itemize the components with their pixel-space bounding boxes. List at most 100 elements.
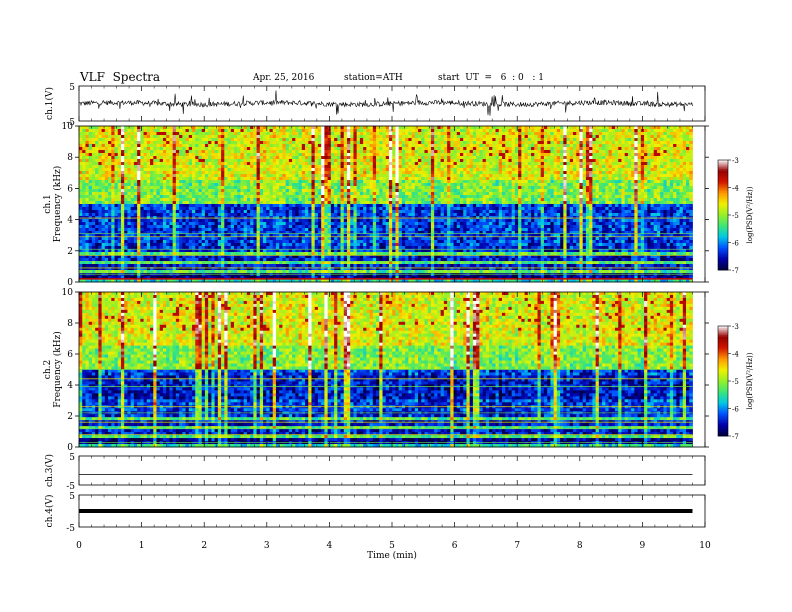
- spectrogram-cell: [430, 156, 435, 160]
- spectrogram-cell: [346, 150, 351, 154]
- spectrogram-cell: [430, 126, 435, 130]
- spectrogram-cell: [686, 189, 690, 193]
- spectrogram-cell: [88, 138, 93, 142]
- spectrogram-cell: [682, 192, 687, 196]
- spectrogram-cell: [485, 201, 490, 205]
- spectrogram-cell: [192, 165, 196, 169]
- spectrogram-cell: [301, 159, 306, 163]
- spectrogram-cell: [682, 165, 687, 169]
- spectrogram-cell: [666, 135, 671, 139]
- spectrogram-cell: [204, 168, 209, 172]
- spectrogram-cell: [656, 129, 661, 133]
- spectrogram-cell: [350, 174, 354, 178]
- spectrogram-cell: [230, 192, 235, 196]
- spectrogram-cell: [230, 183, 235, 187]
- spectrogram-cell: [676, 162, 680, 166]
- spectrogram-cell: [340, 141, 345, 145]
- spectrogram-cell: [324, 171, 329, 175]
- spectrogram-cell: [414, 171, 419, 175]
- spectrogram-cell: [527, 198, 532, 202]
- spectrogram-cell: [269, 189, 274, 193]
- spectrogram-cell: [647, 156, 651, 160]
- spectrogram-cell: [679, 126, 684, 130]
- spectrogram-cell: [124, 180, 128, 184]
- spectrogram-cell: [350, 126, 354, 130]
- spectrogram-cell: [124, 198, 128, 202]
- spectrogram-cell: [314, 177, 319, 181]
- spectrogram-cell: [511, 162, 516, 166]
- spectrogram-cell: [566, 135, 571, 139]
- spectrogram-cell: [98, 162, 102, 166]
- spectrogram-cell: [653, 174, 658, 178]
- spectrogram-cell: [330, 159, 335, 163]
- spectrogram-cell: [450, 171, 454, 175]
- spectrogram-cell: [298, 162, 303, 166]
- spectrogram-cell: [208, 165, 212, 169]
- spectrogram-cell: [395, 186, 400, 190]
- spectrogram-cell: [98, 141, 102, 145]
- spectrogram-cell: [560, 171, 564, 175]
- spectrogram-cell: [243, 183, 248, 187]
- spectrogram-cell: [292, 132, 296, 136]
- spectrogram-cell: [146, 204, 151, 208]
- spectrogram-cell: [330, 192, 335, 196]
- spectrogram-cell: [327, 135, 332, 139]
- spectrogram-cell: [453, 162, 458, 166]
- spectrogram-cell: [204, 192, 209, 196]
- spectrogram-cell: [372, 192, 377, 196]
- spectrogram-cell: [101, 159, 106, 163]
- spectrogram-cell: [485, 144, 490, 148]
- spectrogram-cell: [556, 186, 561, 190]
- spectrogram-cell: [553, 201, 558, 205]
- spectrogram-cell: [611, 153, 616, 157]
- spectrogram-cell: [366, 135, 370, 139]
- spectrogram-cell: [237, 189, 241, 193]
- spectrogram-cell: [666, 201, 671, 205]
- spectrogram-cell: [669, 126, 674, 130]
- spectrogram-cell: [650, 177, 655, 181]
- spectrogram-cell: [537, 156, 542, 160]
- spectrogram-cell: [137, 129, 141, 133]
- spectrogram-cell: [424, 177, 429, 181]
- spectrogram-cell: [233, 156, 238, 160]
- spectrogram-cell: [185, 165, 190, 169]
- spectrogram-cell: [217, 150, 222, 154]
- spectrogram-cell: [175, 165, 180, 169]
- spectrogram-cell: [598, 195, 603, 199]
- spectrogram-cell: [595, 153, 600, 157]
- spectrogram-cell: [114, 198, 119, 202]
- spectrogram-cell: [427, 186, 432, 190]
- spectrogram-cell: [479, 168, 484, 172]
- spectrogram-cell: [340, 156, 345, 160]
- spectrogram-cell: [263, 195, 267, 199]
- spectrogram-cell: [185, 174, 190, 178]
- spectrogram-cell: [217, 177, 222, 181]
- spectrogram-cell: [101, 150, 106, 154]
- spectrogram-cell: [343, 159, 348, 163]
- spectrogram-cell: [217, 165, 222, 169]
- spectrogram-cell: [263, 159, 267, 163]
- spectrogram-cell: [460, 153, 464, 157]
- spectrogram-cell: [263, 132, 267, 136]
- spectrogram-cell: [111, 183, 115, 187]
- spectrogram-cell: [317, 180, 322, 184]
- spectrogram-cell: [447, 201, 451, 205]
- spectrogram-cell: [85, 174, 90, 178]
- spectrogram-cell: [476, 129, 480, 133]
- spectrogram-cell: [521, 171, 525, 175]
- spectrogram-cell: [666, 168, 671, 172]
- spectrogram-cell: [427, 132, 432, 136]
- spectrogram-cell: [366, 159, 370, 163]
- spectrogram-cell: [162, 195, 167, 199]
- spectrogram-cell: [240, 138, 245, 142]
- spectrogram-cell: [314, 189, 319, 193]
- spectrogram-cell: [602, 141, 606, 145]
- spectrogram-cell: [240, 192, 245, 196]
- spectrogram-cell: [543, 168, 548, 172]
- spectrogram-cell: [673, 198, 677, 202]
- spectrogram-cell: [243, 195, 248, 199]
- spectrogram-cell: [505, 165, 509, 169]
- spectrogram-cell: [266, 192, 270, 196]
- spectrogram-cell: [644, 153, 648, 157]
- spectrogram-cell: [592, 189, 597, 193]
